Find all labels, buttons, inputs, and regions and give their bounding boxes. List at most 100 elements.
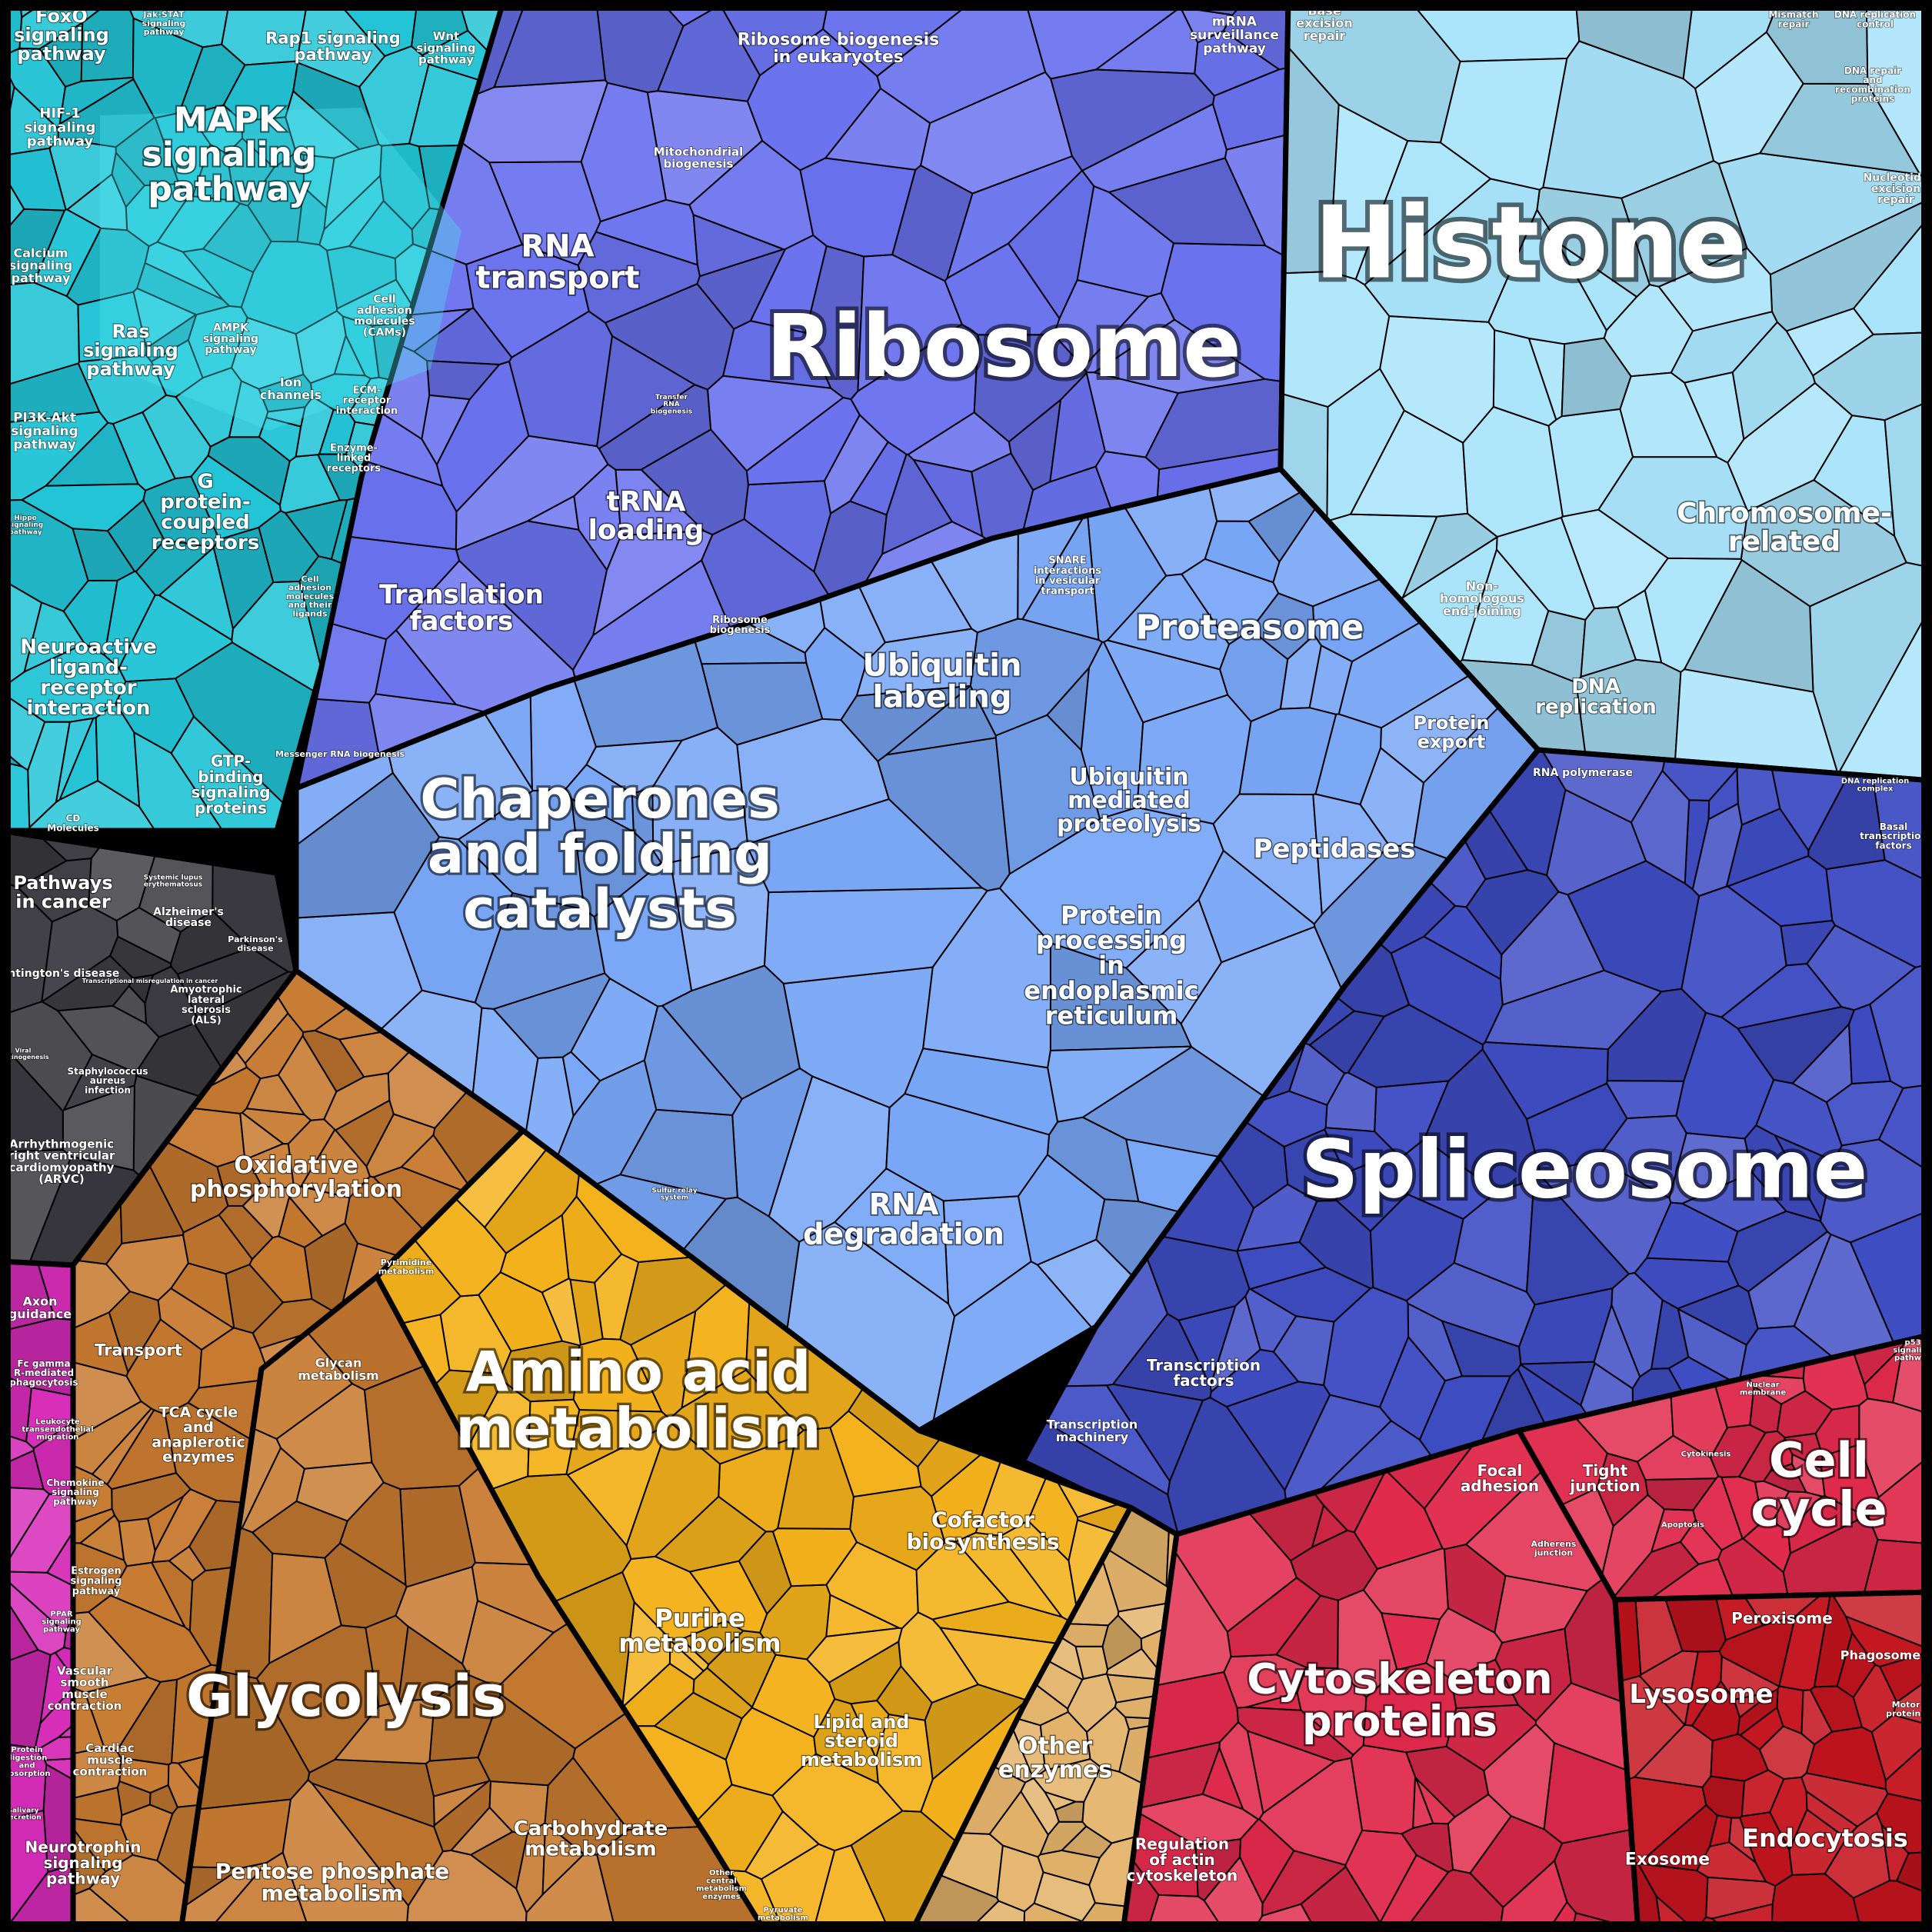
region-label-non-homologous-end-joining: Non-homologous end-joining <box>1440 578 1524 618</box>
category-splice <box>1020 747 1932 1537</box>
region-label-cell-adhesion-molecules-cams: Cell adhesion molecules (CAMs) <box>354 293 415 338</box>
protein-cell <box>508 310 613 448</box>
region-label-jak-stat-signaling-pathway: Jak-STAT signaling pathway <box>142 10 186 37</box>
protein-cell <box>295 1461 385 1522</box>
region-label-wnt-signaling-pathway: Wnt signaling pathway <box>416 29 475 67</box>
protein-cell <box>527 1398 581 1477</box>
protein-cell <box>301 1029 365 1093</box>
protein-cell <box>1884 399 1932 569</box>
region-label-pathways-in-cancer: Pathways in cancer <box>13 872 112 912</box>
region-label-rap1-signaling-pathway: Rap1 signaling pathway <box>265 29 401 64</box>
protein-cell <box>358 45 430 147</box>
region-label-transcription-machinery: Transcription machinery <box>1047 1417 1138 1444</box>
protein-cell <box>128 974 154 1004</box>
region-label-hif-1-signaling-pathway: HIF-1 signaling pathway <box>25 105 96 150</box>
category-amino <box>374 1128 1134 1932</box>
region-label-histone: Histone <box>1314 185 1747 301</box>
region-label-messenger-rna-biogenesis: Messenger RNA biogenesis <box>275 749 405 759</box>
protein-cell <box>1222 0 1289 71</box>
region-label-transport: Transport <box>95 1341 182 1359</box>
region-label-pyruvate-metabolism: Pyruvate metabolism <box>758 1906 808 1922</box>
protein-cell <box>1597 456 1749 560</box>
region-label-peroxisome: Peroxisome <box>1731 1609 1833 1627</box>
region-label-mapk-signaling-pathway: MAPK signaling pathway <box>142 101 317 209</box>
protein-cell <box>885 1093 1051 1202</box>
protein-cell <box>0 1649 52 1749</box>
protein-cell <box>58 76 135 125</box>
protein-cell <box>812 1844 891 1932</box>
protein-cell <box>1692 1475 1744 1551</box>
protein-cell <box>1364 178 1541 323</box>
protein-cell <box>1018 1154 1106 1266</box>
protein-cell <box>1646 1201 1739 1263</box>
category-histone <box>1277 0 1932 784</box>
region-label-staphylococcus-aureus-infection: Staphylococcus aureus infection <box>67 1066 148 1095</box>
protein-cell <box>1580 606 1637 678</box>
protein-cell <box>218 1204 274 1261</box>
region-label-tight-junction: Tight junction <box>1569 1461 1641 1495</box>
protein-cell <box>1691 1680 1740 1742</box>
region-label-transcriptional-misregulation-in-cancer: Transcriptional misregulation in cancer <box>82 978 218 984</box>
region-label-chaperones-and-folding-catalysts: Chaperones and folding catalysts <box>420 768 780 941</box>
protein-cell <box>48 138 117 211</box>
protein-cell <box>1131 1812 1199 1897</box>
region-label-ras-signaling-pathway: Ras signaling pathway <box>83 321 178 380</box>
protein-cell <box>1739 1811 1794 1887</box>
region-label-chemokine-signaling-pathway: Chemokine signaling pathway <box>46 1477 104 1507</box>
protein-cell <box>726 1869 785 1932</box>
protein-cell <box>1879 1651 1932 1703</box>
region-label-arrhythmogenic-right-ventricular-cardiomyopathy-arvc: Arrhythmogenic right ventricular cardiomyo… <box>8 1137 116 1186</box>
protein-cell <box>248 1235 313 1304</box>
protein-cell <box>565 764 635 833</box>
protein-cell <box>1379 1854 1449 1932</box>
category-lyso <box>1612 1589 1932 1932</box>
region-label-glycan-metabolism: Glycan metabolism <box>298 1355 379 1382</box>
region-label-mitochondrial-biogenesis: Mitochondrial biogenesis <box>654 145 744 171</box>
protein-cell <box>525 1853 617 1932</box>
region-label-cofactor-biosynthesis: Cofactor biosynthesis <box>907 1507 1060 1555</box>
protein-cell <box>17 858 92 923</box>
protein-cell <box>398 1625 469 1703</box>
region-label-purine-metabolism: Purine metabolism <box>618 1604 781 1658</box>
protein-cell <box>1878 1083 1932 1174</box>
region-label-ppar-signaling-pathway: PPAR signaling pathway <box>42 1610 82 1634</box>
region-label-lysosome: Lysosome <box>1629 1679 1773 1710</box>
protein-cell <box>1093 318 1266 394</box>
protein-cell <box>118 1517 156 1567</box>
region-label-cardiac-muscle-contraction: Cardiac muscle contraction <box>73 1741 148 1779</box>
region-label-systemic-lupus-erythematosus: Systemic lupus erythematosus <box>144 874 203 889</box>
region-label-nucleotide-excision-repair: Nucleotide excision repair <box>1864 172 1929 207</box>
region-label-alzheimer-s-disease: Alzheimer's disease <box>153 906 224 929</box>
protein-cell <box>1415 1777 1456 1825</box>
region-label-cell-cycle: Cell cycle <box>1750 1432 1887 1537</box>
protein-cell <box>1275 1594 1339 1670</box>
region-label-parkinson-s-disease: Parkinson's disease <box>228 934 283 953</box>
protein-cell <box>1194 1838 1241 1902</box>
protein-cell <box>1884 1737 1932 1804</box>
region-label-snare-interactions-in-vesicular-transport: SNARE interactions in vesicular transport <box>1034 555 1101 598</box>
region-label-chromosome-related: Chromosome-related <box>1677 498 1892 558</box>
region-label-cell-adhesion-molecules-and-their-ligands: Cell adhesion molecules and their ligands <box>286 574 335 618</box>
protein-cell <box>1567 860 1700 993</box>
region-label-ribosome-biogenesis-in-eukaryotes: Ribosome biogenesis in eukaryotes <box>738 30 939 66</box>
region-label-transcription-factors: Transcription factors <box>1147 1356 1261 1390</box>
protein-cell <box>1542 40 1714 199</box>
region-label-vascular-smooth-muscle-contraction: Vascular smooth muscle contraction <box>48 1664 122 1713</box>
region-label-sulfur-relay-system: Sulfur relay system <box>651 1188 697 1202</box>
region-label-nuclear-membrane: Nuclear membrane <box>1740 1381 1787 1397</box>
category-border <box>0 1258 184 1932</box>
protein-cell <box>1462 406 1564 538</box>
protein-cell <box>1596 1114 1687 1199</box>
protein-cell <box>231 317 305 390</box>
protein-cell <box>145 314 198 363</box>
protein-cell <box>247 152 305 243</box>
protein-cell <box>465 244 590 358</box>
protein-cell <box>1606 988 1707 1082</box>
region-label-oxidative-phosphorylation: Oxidative phosphorylation <box>190 1152 402 1203</box>
protein-cell <box>580 82 667 222</box>
protein-cell <box>570 978 659 1082</box>
region-label-exosome: Exosome <box>1625 1850 1710 1870</box>
region-label-cytokinesis: Cytokinesis <box>1681 1451 1731 1459</box>
region-label-pi3k-akt-signaling-pathway: PI3K-Akt signaling pathway <box>11 411 78 453</box>
protein-cell <box>105 1234 189 1301</box>
